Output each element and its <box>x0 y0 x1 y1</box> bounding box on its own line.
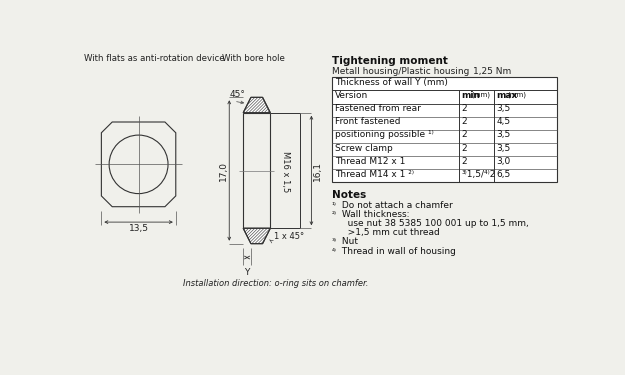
Text: Y: Y <box>244 268 250 277</box>
Text: 2: 2 <box>462 157 468 166</box>
Text: 2: 2 <box>462 144 468 153</box>
Text: Screw clamp: Screw clamp <box>334 144 392 153</box>
Text: 4,5: 4,5 <box>497 117 511 126</box>
Text: With bore hole: With bore hole <box>221 54 284 63</box>
Text: With flats as anti-rotation device: With flats as anti-rotation device <box>84 54 225 63</box>
Text: 3,0: 3,0 <box>497 157 511 166</box>
Text: 6,5: 6,5 <box>497 170 511 179</box>
Text: 2: 2 <box>462 130 468 140</box>
Text: Metall housing/Plastic housing: Metall housing/Plastic housing <box>331 66 469 75</box>
Text: Front fastened: Front fastened <box>334 117 400 126</box>
Text: 3,5: 3,5 <box>497 130 511 140</box>
Text: Installation direction: o-ring sits on chamfer.: Installation direction: o-ring sits on c… <box>182 279 368 288</box>
Text: M16 x 1,5: M16 x 1,5 <box>281 152 291 193</box>
Text: ³⁾: ³⁾ <box>331 237 336 246</box>
Text: ²⁾: ²⁾ <box>331 210 336 219</box>
Text: Wall thickness:: Wall thickness: <box>339 210 409 219</box>
Text: 2: 2 <box>462 104 468 113</box>
Text: >1,5 mm cut thread: >1,5 mm cut thread <box>339 228 439 237</box>
Text: max: max <box>497 91 518 100</box>
Polygon shape <box>243 228 271 244</box>
Text: ¹⁾: ¹⁾ <box>331 201 336 210</box>
Text: (mm): (mm) <box>471 92 490 99</box>
Text: min: min <box>462 91 481 100</box>
Text: 13,5: 13,5 <box>129 224 149 233</box>
Text: use nut 38 5385 100 001 up to 1,5 mm,: use nut 38 5385 100 001 up to 1,5 mm, <box>339 219 528 228</box>
Text: Notes: Notes <box>331 190 366 200</box>
Text: Thread M12 x 1: Thread M12 x 1 <box>334 157 405 166</box>
Polygon shape <box>243 98 271 113</box>
Text: 3,5: 3,5 <box>497 104 511 113</box>
Text: 2: 2 <box>462 117 468 126</box>
Text: Thread M14 x 1 ²⁾: Thread M14 x 1 ²⁾ <box>334 170 414 179</box>
Text: Thickness of wall Y (mm): Thickness of wall Y (mm) <box>334 78 447 87</box>
Text: ⁴⁾: ⁴⁾ <box>331 247 336 256</box>
Text: Version: Version <box>334 91 368 100</box>
Text: 16,1: 16,1 <box>313 160 322 180</box>
Text: 3,5: 3,5 <box>497 144 511 153</box>
Text: 1 x 45°: 1 x 45° <box>274 232 304 242</box>
Text: Fastened from rear: Fastened from rear <box>334 104 421 113</box>
Polygon shape <box>331 77 557 182</box>
Text: 1,25 Nm: 1,25 Nm <box>473 66 512 75</box>
Text: (mm): (mm) <box>508 92 526 99</box>
Text: Nut: Nut <box>339 237 357 246</box>
Text: 45°: 45° <box>229 90 245 99</box>
Text: Tightening moment: Tightening moment <box>331 56 448 66</box>
Text: positioning possible ¹⁾: positioning possible ¹⁾ <box>334 130 433 140</box>
Text: 17,0: 17,0 <box>219 160 228 180</box>
Text: Thread in wall of housing: Thread in wall of housing <box>339 247 456 256</box>
Text: ³⁾1,5/⁴⁾2: ³⁾1,5/⁴⁾2 <box>462 170 496 179</box>
Text: Do not attach a chamfer: Do not attach a chamfer <box>339 201 452 210</box>
